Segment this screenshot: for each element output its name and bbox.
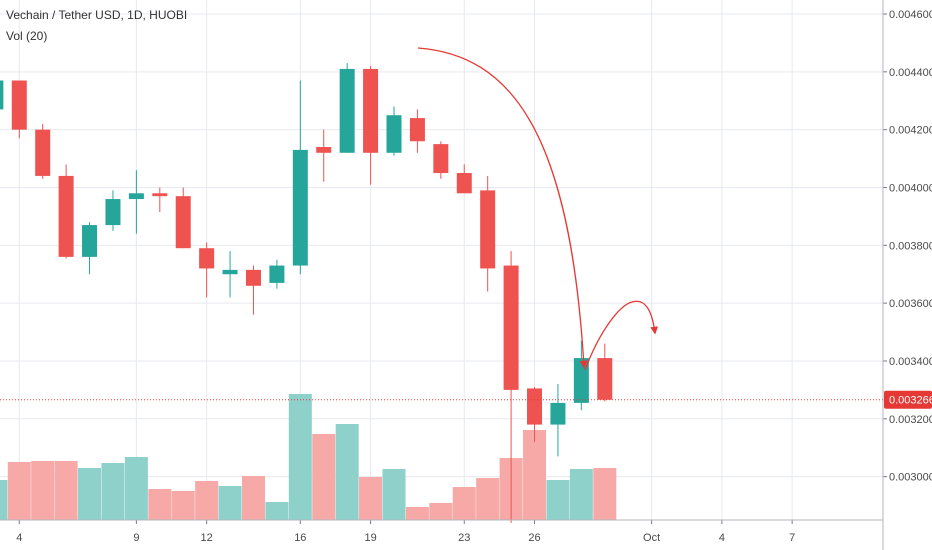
price-tick-label: 0.004000: [889, 182, 932, 194]
volume-bar: [265, 502, 289, 520]
price-tick-label: 0.003000: [889, 472, 932, 484]
candle-body: [480, 190, 496, 269]
volume-bar: [546, 480, 570, 520]
volume-bar: [288, 394, 312, 520]
grid-lines: [0, 0, 883, 520]
volume-bar: [31, 461, 55, 520]
chart-title: Vechain / Tether USD, 1D, HUOBI: [6, 8, 187, 22]
candle-body: [35, 129, 51, 176]
candle-body: [245, 269, 261, 286]
candle-body: [82, 225, 98, 257]
candles: [0, 63, 613, 523]
volume-label: Vol (20): [6, 29, 47, 43]
candle-body: [456, 173, 472, 194]
candle-body: [550, 402, 566, 425]
volume-bar: [171, 491, 195, 520]
volume-bars: [0, 394, 617, 520]
price-tick-label: 0.004400: [889, 67, 932, 79]
volume-bar: [405, 507, 429, 520]
date-tick-label: 12: [201, 532, 213, 544]
date-tick-label: 23: [458, 532, 470, 544]
date-tick-label: 4: [16, 532, 22, 544]
candle-body: [597, 358, 613, 400]
volume-bar: [218, 486, 242, 520]
candle-body: [222, 269, 238, 275]
date-tick-label: 16: [294, 532, 306, 544]
candle-body: [269, 265, 285, 283]
volume-bar: [0, 480, 8, 520]
volume-bar: [593, 468, 617, 520]
volume-bar: [148, 489, 172, 520]
price-tick-label: 0.004200: [889, 125, 932, 137]
volume-bar: [429, 503, 453, 520]
trend-arrows: [417, 47, 659, 371]
projection-arrow: [584, 300, 659, 371]
candle-body: [199, 248, 215, 269]
date-tick-label: Oct: [643, 532, 660, 544]
volume-bar: [124, 457, 148, 520]
volume-bar: [335, 424, 359, 520]
volume-bar: [476, 478, 500, 520]
volume-bar: [7, 462, 31, 520]
price-tick-label: 0.003800: [889, 240, 932, 252]
date-tick-label: 19: [364, 532, 376, 544]
candle-body: [503, 265, 519, 390]
volume-bar: [523, 430, 547, 520]
date-tick-label: 26: [528, 532, 540, 544]
candle-body: [152, 193, 168, 197]
candle-body: [11, 80, 27, 130]
price-tick-label: 0.004600: [889, 9, 932, 21]
date-tick-label: 9: [133, 532, 139, 544]
price-tick-label: 0.003400: [889, 356, 932, 368]
candle-body: [316, 147, 332, 153]
candle-body: [527, 388, 543, 425]
volume-bar: [452, 487, 476, 520]
volume-bar: [195, 481, 219, 520]
candle-body: [339, 68, 355, 153]
volume-bar: [101, 463, 125, 520]
current-price-label: 0.003266: [889, 395, 932, 407]
volume-bar: [78, 468, 102, 520]
candle-body: [128, 193, 144, 200]
candle-body: [58, 175, 74, 257]
candle-body: [409, 118, 425, 142]
candle-body: [433, 144, 449, 174]
current-price-tag: [884, 390, 932, 409]
volume-bar: [382, 469, 406, 520]
candle-body: [175, 196, 191, 249]
candle-body: [292, 149, 308, 266]
volume-bar: [569, 469, 593, 520]
candle-body: [105, 199, 121, 226]
volume-bar: [312, 434, 336, 520]
volume-bar: [241, 476, 265, 520]
down-trend-arrow: [417, 47, 588, 369]
volume-bar: [359, 477, 383, 520]
price-tick-label: 0.003200: [889, 414, 932, 426]
volume-bar: [54, 461, 78, 520]
date-tick-label: 4: [719, 532, 725, 544]
date-tick-label: 7: [789, 532, 795, 544]
candle-body: [363, 68, 379, 153]
candle-body: [0, 80, 4, 110]
price-tick-label: 0.003600: [889, 298, 932, 310]
candle-body: [386, 115, 402, 153]
